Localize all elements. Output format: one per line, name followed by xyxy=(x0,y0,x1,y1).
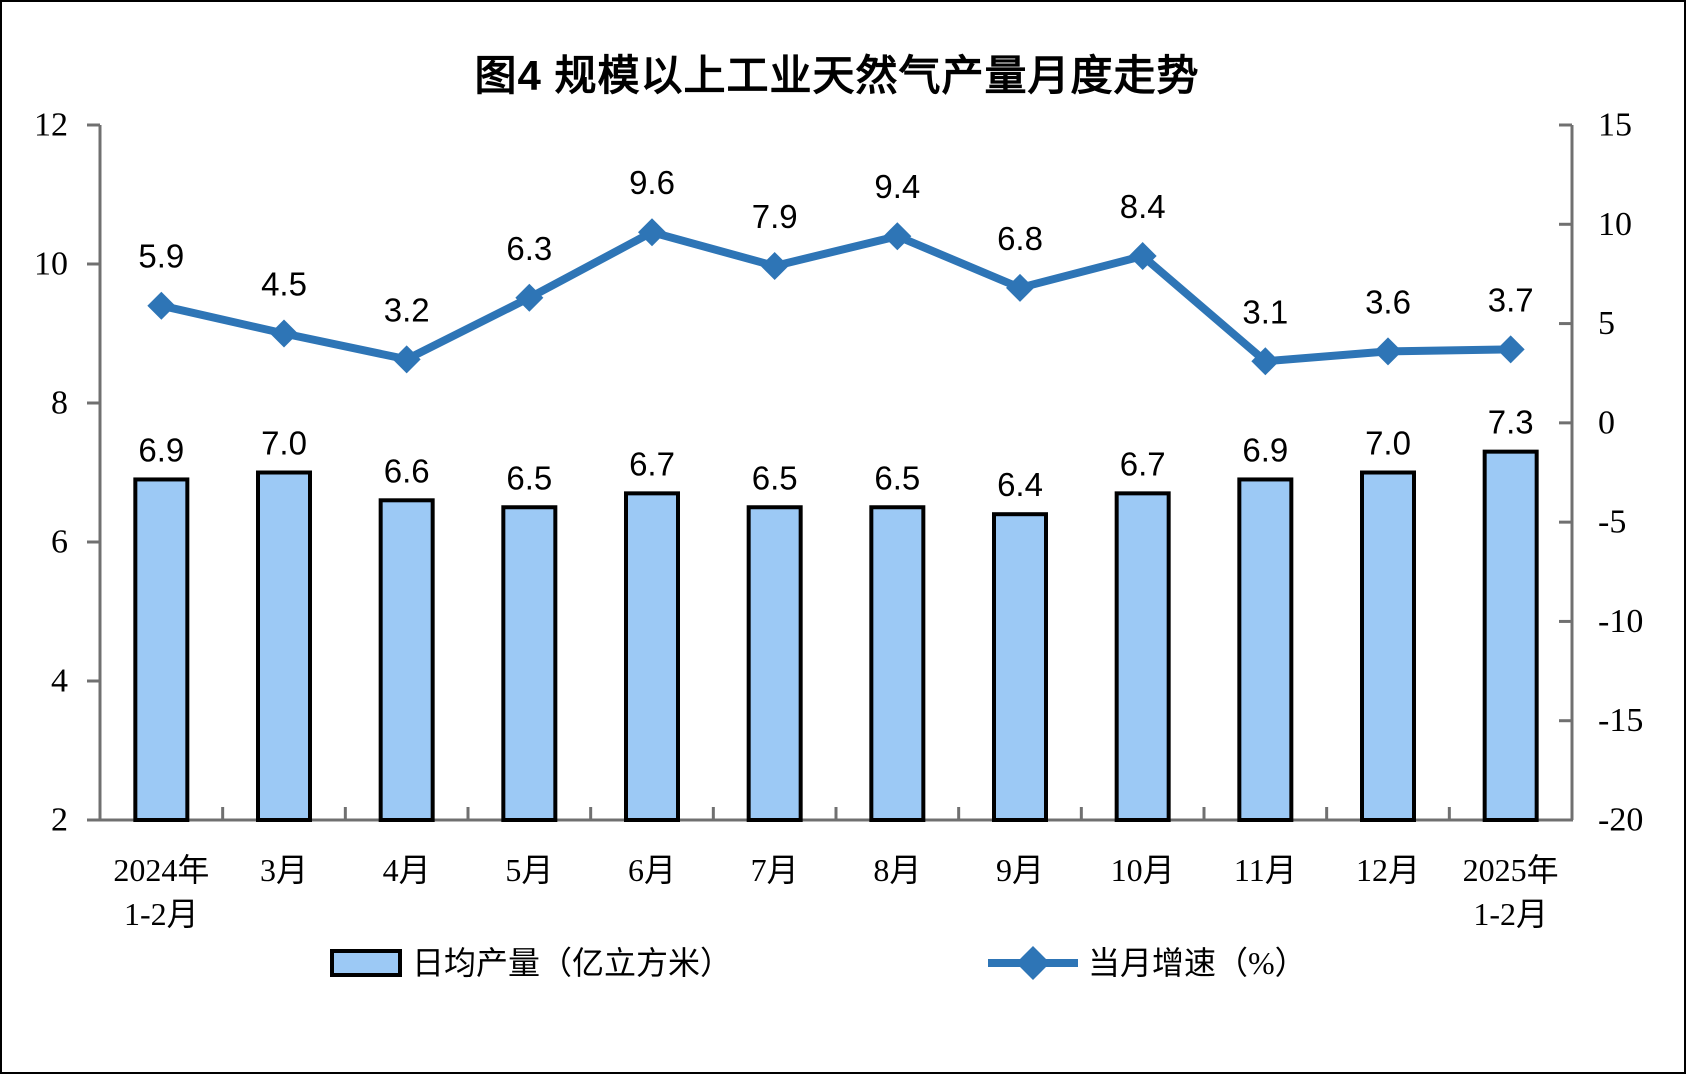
diamond-marker-icon xyxy=(760,251,789,280)
bar xyxy=(1237,477,1294,822)
line-value-label: 8.4 xyxy=(1120,188,1166,225)
bar xyxy=(1360,470,1416,822)
bar-value-label: 6.9 xyxy=(1242,431,1288,468)
bar-value-label: 7.0 xyxy=(1365,425,1411,462)
diamond-marker-icon xyxy=(1496,335,1525,364)
bar-value-label: 6.9 xyxy=(138,431,184,468)
line-value-label: 5.9 xyxy=(138,238,184,275)
x-axis-category-label: 8月 xyxy=(873,852,921,888)
right-axis-tick-label: -15 xyxy=(1598,702,1643,739)
growth-line xyxy=(157,227,1515,366)
bar xyxy=(869,505,926,822)
bar-value-label: 6.5 xyxy=(874,459,920,496)
diamond-marker-icon xyxy=(515,283,544,312)
diamond-marker-icon xyxy=(1251,347,1280,376)
bar-value-label: 6.5 xyxy=(752,459,798,496)
diamond-marker-icon xyxy=(638,218,666,247)
bar xyxy=(256,470,312,822)
line-value-label: 3.6 xyxy=(1365,283,1411,320)
x-axis-category-label: 1-2月 xyxy=(124,896,199,932)
x-axis-category-label: 9月 xyxy=(996,852,1044,888)
right-axis-tick-label: -5 xyxy=(1598,504,1626,541)
bar-value-label: 6.4 xyxy=(997,466,1043,503)
diamond-marker-icon xyxy=(270,319,298,348)
left-axis-tick-label: 8 xyxy=(51,385,68,422)
bar-value-label: 6.7 xyxy=(1120,445,1166,482)
line-value-label: 6.3 xyxy=(506,230,552,267)
bar xyxy=(378,498,435,822)
line-value-label: 3.2 xyxy=(384,291,430,328)
left-axis-tick-label: 12 xyxy=(34,107,68,144)
left-axis-tick-label: 2 xyxy=(51,802,68,839)
bar xyxy=(1114,491,1171,822)
x-axis-category-label: 11月 xyxy=(1234,852,1297,888)
x-axis-category-label: 5月 xyxy=(505,852,553,888)
right-axis-tick-label: 0 xyxy=(1598,404,1615,441)
line-value-label: 3.1 xyxy=(1242,293,1288,330)
right-axis-tick-label: -20 xyxy=(1598,802,1643,839)
bar xyxy=(992,512,1048,822)
right-axis-tick-label: 10 xyxy=(1598,206,1632,243)
x-axis-category-label: 12月 xyxy=(1356,852,1420,888)
diamond-marker-icon xyxy=(147,291,176,320)
x-axis-category-label: 3月 xyxy=(260,852,308,888)
line-value-label: 9.4 xyxy=(874,168,920,205)
right-axis-tick-label: -10 xyxy=(1598,603,1643,640)
diamond-marker-icon xyxy=(392,345,421,374)
bar xyxy=(746,505,803,822)
right-axis-tick-label: 5 xyxy=(1598,305,1615,342)
line-value-label: 6.8 xyxy=(997,220,1043,257)
bar xyxy=(624,491,680,822)
chart-title: 图4 规模以上工业天然气产量月度走势 xyxy=(474,52,1200,99)
diamond-marker-icon xyxy=(1006,273,1034,302)
left-axis-tick-label: 4 xyxy=(51,663,68,700)
line-value-label: 7.9 xyxy=(752,198,798,235)
diamond-marker-icon xyxy=(1374,337,1402,366)
line-value-label: 3.7 xyxy=(1488,281,1534,318)
bar-value-label: 6.5 xyxy=(506,459,552,496)
bar-value-label: 7.0 xyxy=(261,425,307,462)
x-axis-category-label: 1-2月 xyxy=(1473,896,1548,932)
left-axis-tick-label: 6 xyxy=(51,524,68,561)
x-axis-category-label: 2024年 xyxy=(113,852,209,888)
x-axis-category-label: 7月 xyxy=(751,852,799,888)
bar-value-label: 6.6 xyxy=(384,452,430,489)
bar xyxy=(133,477,190,822)
diamond-marker-icon xyxy=(1128,242,1157,271)
bar-value-label: 6.7 xyxy=(629,445,675,482)
bar xyxy=(1482,449,1539,822)
x-axis-category-label: 6月 xyxy=(628,852,676,888)
diamond-marker-icon xyxy=(883,222,912,251)
line-value-label: 9.6 xyxy=(629,164,675,201)
bar-value-label: 7.3 xyxy=(1488,404,1534,441)
right-axis-tick-label: 15 xyxy=(1598,107,1632,144)
x-axis-category-label: 10月 xyxy=(1111,852,1175,888)
x-axis-category-label: 4月 xyxy=(383,852,431,888)
bar xyxy=(501,505,558,822)
x-axis-category-label: 2025年 xyxy=(1463,852,1559,888)
line-value-label: 4.5 xyxy=(261,266,307,303)
left-axis-tick-label: 10 xyxy=(34,246,68,283)
